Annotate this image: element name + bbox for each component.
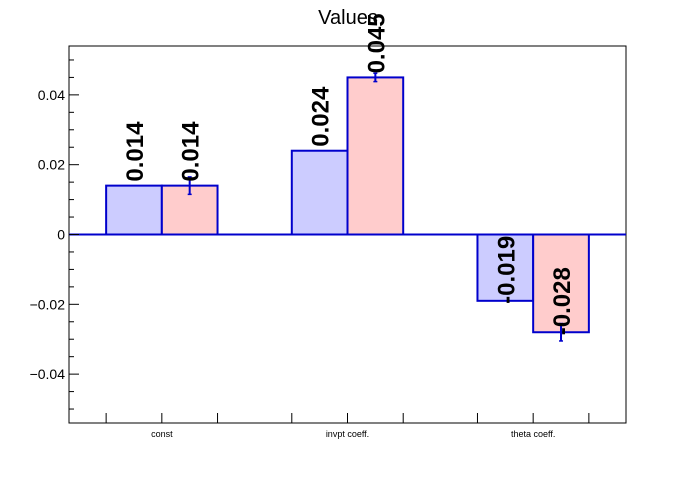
y-tick-label: 0 — [57, 227, 65, 243]
data-label: 0.014 — [122, 121, 149, 182]
bar — [290, 149, 349, 236]
x-axis-ticks: const invpt coeff. theta coeff. — [105, 413, 590, 439]
bars — [105, 76, 590, 334]
data-label: 0.024 — [308, 86, 335, 147]
x-category-label: const — [151, 429, 173, 439]
y-tick-label: 0.02 — [38, 157, 65, 173]
y-tick-label: 0.04 — [38, 87, 65, 103]
bar — [105, 184, 163, 236]
data-label: 0.045 — [363, 13, 390, 73]
data-label: -0.028 — [549, 267, 576, 335]
x-category-label: invpt coeff. — [326, 429, 369, 439]
error-bars — [187, 72, 564, 342]
bar — [346, 76, 405, 236]
y-axis-ticks: −0.04 −0.02 0 0.02 0.04 — [30, 87, 79, 382]
chart-title: Values — [318, 7, 378, 29]
bar — [476, 233, 535, 302]
x-category-label: theta coeff. — [511, 429, 555, 439]
y-tick-label: −0.02 — [30, 296, 66, 312]
data-label: -0.019 — [493, 236, 520, 304]
minor-ticks — [69, 59, 74, 410]
value-labels: 0.014 0.024 -0.019 0.014 0.045 -0.028 — [122, 13, 576, 335]
data-label: 0.014 — [178, 121, 205, 182]
y-tick-label: −0.04 — [30, 366, 66, 382]
